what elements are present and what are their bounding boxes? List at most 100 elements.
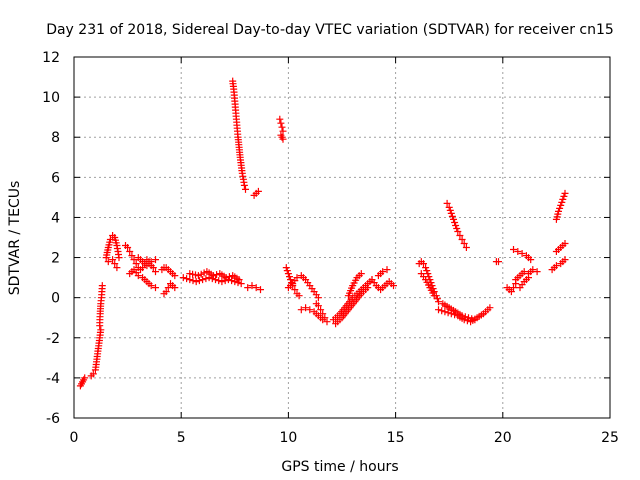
- x-tick-label: 15: [387, 430, 405, 446]
- data-point: [186, 276, 194, 284]
- data-point: [149, 264, 157, 272]
- data-point: [510, 284, 517, 292]
- data-point: [529, 266, 537, 274]
- data-point: [293, 274, 301, 282]
- data-point: [561, 256, 569, 264]
- data-point: [147, 258, 155, 266]
- data-point: [510, 246, 517, 253]
- data-point: [460, 316, 468, 324]
- data-point: [445, 203, 453, 211]
- data-point: [254, 187, 262, 195]
- y-tick-label: -4: [46, 371, 60, 387]
- data-point: [97, 326, 105, 334]
- data-point: [278, 123, 286, 131]
- data-point: [557, 201, 565, 209]
- data-point: [189, 277, 197, 285]
- data-point: [152, 256, 159, 264]
- data-point: [383, 266, 391, 274]
- data-point: [218, 278, 226, 286]
- data-point: [111, 260, 119, 268]
- data-point: [297, 306, 305, 314]
- data-point: [222, 274, 230, 282]
- data-point: [221, 277, 229, 285]
- data-point: [456, 232, 464, 239]
- data-point: [195, 277, 203, 285]
- data-points: [76, 77, 569, 390]
- data-point: [525, 274, 532, 282]
- data-point: [237, 280, 245, 288]
- data-point: [109, 256, 117, 264]
- data-point: [462, 244, 470, 251]
- data-point: [126, 248, 134, 255]
- data-point: [561, 240, 569, 247]
- y-tick-label: -2: [46, 331, 60, 347]
- data-point: [134, 272, 142, 280]
- data-point: [454, 228, 462, 235]
- data-point: [152, 284, 159, 292]
- data-point: [279, 127, 287, 135]
- data-point: [192, 278, 200, 286]
- x-tick-label: 0: [70, 430, 79, 446]
- data-point: [179, 274, 187, 282]
- data-point: [435, 306, 442, 314]
- data-point: [279, 135, 287, 143]
- data-point: [430, 292, 438, 300]
- data-point: [465, 314, 472, 322]
- data-point: [81, 374, 89, 382]
- data-point: [104, 258, 112, 266]
- data-point: [242, 185, 249, 193]
- data-point: [291, 286, 299, 294]
- x-tick-label: 20: [494, 430, 512, 446]
- plot-border: [73, 56, 611, 419]
- data-point: [486, 304, 494, 312]
- data-point: [209, 272, 217, 280]
- data-point: [357, 270, 365, 278]
- data-point: [276, 115, 284, 123]
- data-point: [555, 207, 562, 215]
- data-point: [147, 282, 155, 290]
- y-tick-label: 10: [42, 90, 60, 106]
- plot-frame: [73, 56, 611, 419]
- data-point: [208, 275, 216, 283]
- grid-lines: [74, 57, 610, 418]
- data-point: [319, 310, 327, 318]
- data-point: [164, 284, 172, 292]
- data-point: [558, 198, 566, 206]
- data-point: [106, 236, 114, 243]
- data-point: [282, 264, 290, 272]
- data-point: [561, 189, 569, 197]
- data-point: [130, 256, 138, 264]
- data-point: [435, 298, 442, 306]
- data-point: [458, 236, 466, 243]
- data-point: [452, 222, 460, 229]
- data-point: [228, 277, 236, 285]
- y-axis-label: SDTVAR / TECUs: [7, 181, 23, 296]
- data-point: [451, 219, 459, 226]
- data-point: [283, 267, 291, 275]
- data-point: [447, 209, 455, 217]
- data-point: [420, 260, 427, 268]
- data-point: [379, 268, 387, 276]
- y-tick-label: 12: [42, 50, 60, 66]
- data-point: [422, 264, 430, 272]
- data-point: [235, 276, 243, 284]
- data-point: [314, 302, 322, 310]
- data-point: [507, 288, 515, 296]
- data-point: [520, 268, 528, 276]
- data-point: [321, 314, 329, 322]
- data-point: [518, 250, 526, 257]
- data-point: [533, 268, 541, 276]
- data-point: [556, 204, 564, 212]
- data-point: [450, 215, 457, 223]
- data-point: [314, 294, 322, 302]
- data-point: [113, 264, 121, 272]
- data-point: [306, 306, 314, 314]
- data-point: [364, 284, 372, 292]
- data-point: [560, 192, 568, 200]
- data-point: [139, 264, 147, 272]
- data-point: [132, 260, 140, 268]
- data-point: [461, 313, 469, 321]
- data-point: [171, 284, 179, 292]
- data-point: [559, 195, 567, 203]
- y-tick-label: 4: [51, 210, 60, 226]
